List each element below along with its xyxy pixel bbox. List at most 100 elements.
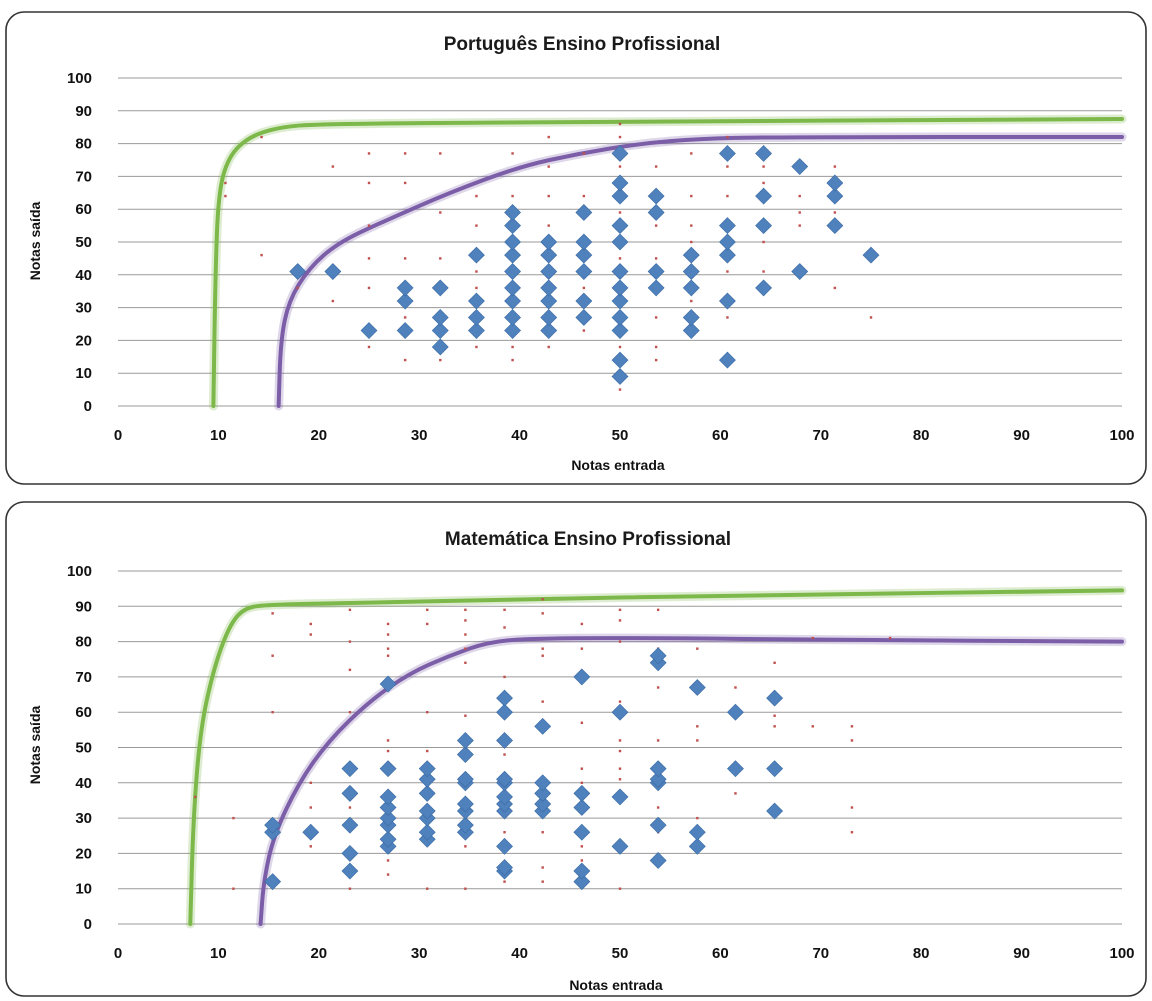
small-marker xyxy=(547,345,550,349)
diamond-marker xyxy=(682,279,700,297)
small-marker xyxy=(547,194,550,198)
small-marker xyxy=(464,647,467,650)
diamond-marker xyxy=(456,816,474,834)
diamond-marker xyxy=(573,862,591,880)
y-tick-label: 20 xyxy=(75,332,92,349)
diamond-marker xyxy=(496,703,513,721)
small-marker xyxy=(654,345,658,349)
diamond-marker xyxy=(418,823,436,841)
x-tick-label: 30 xyxy=(411,427,428,444)
diamond-marker xyxy=(341,844,359,862)
diamond-marker xyxy=(611,263,629,280)
diamond-marker xyxy=(611,703,629,721)
small-marker xyxy=(348,640,352,643)
x-tick-label: 70 xyxy=(812,945,829,962)
small-marker xyxy=(403,257,407,260)
diamond-marker xyxy=(360,322,378,339)
diamond-marker xyxy=(575,246,593,264)
x-tick-label: 50 xyxy=(612,945,629,962)
diamond-marker xyxy=(862,246,880,264)
diamond-marker xyxy=(504,322,521,339)
x-tick-label: 10 xyxy=(210,427,227,444)
small-marker xyxy=(773,714,776,717)
small-marker xyxy=(618,887,622,890)
x-tick-label: 100 xyxy=(1109,945,1134,962)
y-tick-label: 10 xyxy=(75,881,92,898)
small-marker xyxy=(726,165,729,168)
small-marker xyxy=(654,316,658,319)
purple-curve xyxy=(258,636,1124,926)
y-tick-label: 90 xyxy=(75,598,92,615)
diamond-marker xyxy=(418,784,436,802)
small-marker xyxy=(309,845,312,848)
x-tick-label: 20 xyxy=(310,427,327,444)
y-tick-label: 0 xyxy=(84,916,92,933)
diamond-marker xyxy=(575,233,593,251)
diamond-marker xyxy=(534,784,552,802)
small-marker xyxy=(798,194,801,198)
diamond-marker xyxy=(766,760,784,778)
small-marker xyxy=(511,194,514,198)
y-tick-label: 80 xyxy=(75,136,92,153)
diamond-marker xyxy=(468,309,485,326)
small-marker xyxy=(582,194,586,198)
diamond-marker xyxy=(766,802,784,820)
diamond-marker xyxy=(302,823,320,841)
diamond-marker xyxy=(341,816,359,834)
small-marker xyxy=(403,152,407,155)
small-marker xyxy=(503,753,506,756)
small-marker xyxy=(464,633,467,636)
diamond-marker xyxy=(573,799,591,816)
small-marker xyxy=(464,608,467,612)
small-marker xyxy=(580,622,584,626)
small-marker xyxy=(582,152,586,155)
diamond-marker xyxy=(379,830,397,848)
small-marker xyxy=(618,257,622,260)
diamond-marker xyxy=(496,732,513,749)
diamond-marker xyxy=(431,338,449,356)
chart-frame xyxy=(5,501,1147,997)
small-marker xyxy=(833,211,837,214)
diamond-marker xyxy=(682,246,700,264)
small-marker xyxy=(618,767,622,770)
small-marker xyxy=(426,887,429,890)
diamond-marker xyxy=(575,263,593,280)
small-marker xyxy=(762,181,765,185)
diamond-marker xyxy=(573,668,591,686)
small-marker xyxy=(403,181,407,185)
small-marker xyxy=(541,831,544,834)
x-tick-label: 60 xyxy=(712,945,729,962)
small-markers xyxy=(224,122,873,391)
diamond-marker xyxy=(682,322,700,339)
small-marker xyxy=(696,647,699,650)
small-marker xyxy=(541,598,544,601)
small-marker xyxy=(690,299,693,303)
diamond-marker xyxy=(791,263,809,280)
diamond-marker xyxy=(379,760,397,778)
small-marker xyxy=(618,388,622,391)
diamond-marker xyxy=(755,187,772,205)
y-tick-label: 80 xyxy=(75,634,92,651)
small-marker xyxy=(618,135,622,139)
diamond-marker xyxy=(431,309,449,326)
diamond-marker xyxy=(611,174,629,192)
small-marker xyxy=(464,661,467,664)
diamond-marker xyxy=(611,351,629,369)
diamond-marker xyxy=(540,233,558,251)
diamond-marker xyxy=(264,816,282,834)
small-marker xyxy=(580,767,584,770)
diamond-marker xyxy=(456,795,474,813)
small-marker xyxy=(386,873,390,876)
y-tick-label: 90 xyxy=(75,103,92,120)
diamond-marker xyxy=(418,802,436,820)
diamond-marker xyxy=(755,145,772,162)
diamond-marker xyxy=(611,217,629,235)
diamond-marker xyxy=(682,309,700,326)
small-marker xyxy=(224,194,227,198)
diamond-marker xyxy=(611,837,629,855)
diamond-marker xyxy=(324,263,342,280)
small-marker xyxy=(260,135,263,139)
small-marker xyxy=(367,345,371,349)
diamond-marker xyxy=(611,368,629,385)
small-marker xyxy=(260,253,263,257)
